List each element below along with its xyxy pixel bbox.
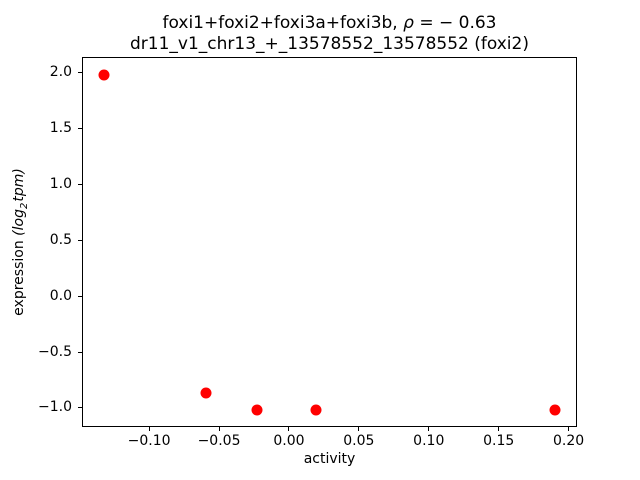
- y-tick-label: 1.5: [49, 120, 72, 137]
- chart-subtitle: dr11_v1_chr13_+_13578552_13578552 (foxi2…: [130, 34, 529, 54]
- x-tick-mark: [358, 427, 360, 431]
- x-tick-label: 0.15: [483, 433, 515, 449]
- y-tick-label: 2.0: [49, 64, 72, 81]
- plot-area: [82, 57, 577, 427]
- x-tick-label: 0.10: [413, 433, 445, 449]
- x-tick-mark: [568, 427, 570, 431]
- chart-title: foxi1+foxi2+foxi3a+foxi3b, ρ = − 0.63 dr…: [82, 13, 577, 55]
- x-tick-mark: [148, 427, 150, 431]
- y-tick-mark: [78, 72, 82, 74]
- title-rho-value: = − 0.63: [413, 13, 497, 33]
- x-tick-label: −0.05: [197, 433, 241, 449]
- x-tick-mark: [428, 427, 430, 431]
- y-tick-label: 0.0: [49, 287, 72, 304]
- y-tick-mark: [78, 351, 82, 353]
- x-axis-label: activity: [303, 451, 356, 467]
- data-point: [251, 404, 263, 416]
- y-tick-label: −1.0: [38, 399, 72, 416]
- y-tick-mark: [78, 239, 82, 241]
- data-point: [310, 404, 322, 416]
- y-axis-label-subscript: 2: [18, 202, 30, 210]
- x-tick-mark: [288, 427, 290, 431]
- x-tick-label: 0.00: [273, 433, 305, 449]
- data-point: [549, 404, 561, 416]
- data-point: [200, 387, 212, 399]
- x-tick-label: 0.05: [343, 433, 375, 449]
- title-gene-list: foxi1+foxi2+foxi3a+foxi3b,: [162, 13, 404, 33]
- y-tick-label: −0.5: [38, 343, 72, 360]
- y-tick-label: 1.0: [49, 175, 72, 192]
- x-tick-mark: [498, 427, 500, 431]
- y-tick-mark: [78, 183, 82, 185]
- y-tick-mark: [78, 128, 82, 130]
- x-tick-label: 0.20: [553, 433, 585, 449]
- data-point: [98, 69, 110, 81]
- y-tick-label: 0.5: [49, 231, 72, 248]
- y-tick-mark: [78, 295, 82, 297]
- title-rho-symbol: ρ: [403, 13, 414, 33]
- x-tick-mark: [218, 427, 220, 431]
- x-tick-label: −0.10: [127, 433, 171, 449]
- y-tick-mark: [78, 407, 82, 409]
- chart-title-line1: foxi1+foxi2+foxi3a+foxi3b, ρ = − 0.63: [82, 13, 577, 34]
